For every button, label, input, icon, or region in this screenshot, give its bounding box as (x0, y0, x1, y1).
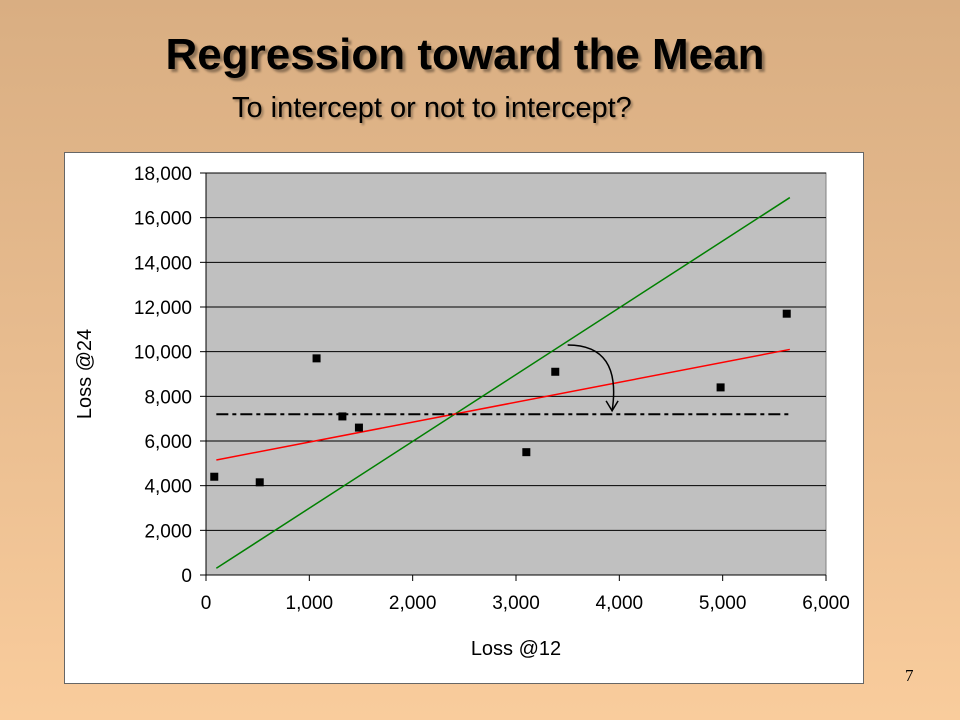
x-tick-label: 6,000 (802, 593, 850, 614)
y-tick-label: 6,000 (144, 432, 192, 453)
data-point (312, 354, 321, 363)
annotations (567, 344, 619, 413)
series-line-1 (215, 196, 791, 569)
scatter-chart: 0 2,000 4,000 6,000 8,000 10,000 12,000 14,000 1… (74, 164, 850, 660)
x-tick-label: 2,000 (389, 593, 437, 614)
data-point (338, 412, 347, 421)
y-tick-label: 4,000 (144, 477, 192, 498)
x-tick-label: 1,000 (286, 593, 334, 614)
y-tick-label: 16,000 (134, 209, 192, 230)
data-point (354, 423, 363, 432)
data-point (716, 383, 725, 392)
data-point (210, 472, 219, 481)
data-point (782, 309, 791, 318)
y-tick-label: 2,000 (144, 521, 192, 542)
data-point (551, 367, 560, 376)
x-tick-label: 3,000 (492, 593, 540, 614)
chart-area: 0 2,000 4,000 6,000 8,000 10,000 12,000 14,000 1… (64, 152, 864, 684)
y-tick-label: 8,000 (144, 387, 192, 408)
y-tick-label: 18,000 (134, 164, 192, 185)
y-tick-label: 12,000 (134, 298, 192, 319)
data-point (255, 478, 264, 487)
slide-subtitle: To intercept or not to intercept? (232, 92, 632, 124)
data-point (522, 448, 531, 457)
series-lines (215, 196, 791, 569)
x-tick-label: 0 (201, 593, 212, 614)
x-axis-title: Loss @12 (471, 638, 561, 660)
y-tick-label: 14,000 (134, 253, 192, 274)
x-tick-label: 4,000 (596, 593, 644, 614)
page-number: 7 (905, 666, 914, 685)
curved-arrow (567, 344, 615, 411)
x-axis-ticks: 0 1,000 2,000 3,000 4,000 5,000 6,000 (201, 574, 850, 614)
x-tick-label: 5,000 (699, 593, 747, 614)
y-tick-label: 10,000 (134, 343, 192, 364)
slide-title: Regression toward the Mean (165, 30, 765, 79)
y-axis-title: Loss @24 (74, 329, 96, 419)
series-line-2 (216, 348, 790, 461)
y-axis-ticks: 0 2,000 4,000 6,000 8,000 10,000 12,000 14,000 1… (134, 164, 207, 587)
y-tick-label: 0 (181, 566, 192, 587)
data-points (210, 309, 791, 487)
arrow-head (605, 400, 619, 413)
